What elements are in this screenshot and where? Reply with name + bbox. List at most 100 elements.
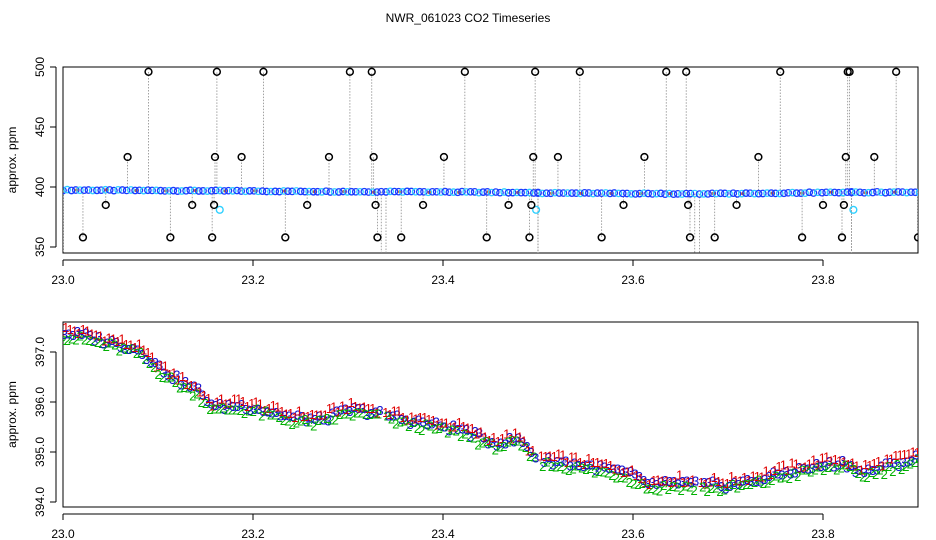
baseline-point xyxy=(597,189,606,198)
series-1-point: 1 xyxy=(278,404,285,419)
series-2-point: 2 xyxy=(487,435,494,450)
series-2-point: 2 xyxy=(837,460,844,475)
y-tick-label: 400 xyxy=(33,177,47,197)
series-2-point: 2 xyxy=(154,367,161,382)
baseline-point xyxy=(449,188,458,196)
series-3-point: 3 xyxy=(476,426,483,441)
series-2-point: 2 xyxy=(807,465,814,480)
baseline-point xyxy=(326,188,335,196)
series-1-point: 1 xyxy=(512,425,519,440)
baseline-point xyxy=(118,186,127,194)
baseline-point xyxy=(644,189,652,198)
baseline-point xyxy=(780,189,788,198)
series-3-point: 3 xyxy=(160,365,167,380)
spike-point xyxy=(597,233,606,242)
baseline-point xyxy=(925,189,931,195)
baseline-point xyxy=(618,189,627,198)
baseline-point xyxy=(139,186,148,195)
y-axis-label: approx. ppm xyxy=(5,127,19,194)
series-3-point: 3 xyxy=(130,341,137,356)
series-3-point: 3 xyxy=(765,469,772,484)
series-2-point: 2 xyxy=(358,405,365,420)
spike-point xyxy=(144,67,153,76)
series-1-point: 1 xyxy=(114,334,121,349)
baseline-point xyxy=(110,186,118,195)
series-3-point: 3 xyxy=(389,409,396,424)
series-3-point: 3 xyxy=(813,456,820,471)
series-2-point: 2 xyxy=(444,425,451,440)
series-3-point: 3 xyxy=(861,465,868,480)
baseline-point xyxy=(763,189,771,198)
baseline-point xyxy=(453,188,462,197)
y-axis-label: approx. ppm xyxy=(5,381,19,448)
baseline-point xyxy=(542,189,551,198)
series-1-point: 1 xyxy=(892,448,899,463)
series-2-point: 2 xyxy=(474,437,481,452)
spike-point xyxy=(373,233,382,242)
series-3-point: 3 xyxy=(770,465,777,480)
series-3-point: 3 xyxy=(739,473,746,488)
series-3-point: 3 xyxy=(169,372,176,387)
series-2-point: 2 xyxy=(652,482,659,497)
series-3-point: 3 xyxy=(679,474,686,489)
series-2-point: 2 xyxy=(185,380,192,395)
series-3-point: 3 xyxy=(869,463,876,478)
series-3-point: 3 xyxy=(554,454,561,469)
series-1-point: 1 xyxy=(205,391,212,406)
series-2-point: 2 xyxy=(911,455,918,470)
series-3-point: 3 xyxy=(255,402,262,417)
series-1-point: 1 xyxy=(412,412,419,427)
series-3-point: 3 xyxy=(610,461,617,476)
series-3-point: 3 xyxy=(398,412,405,427)
baseline-point xyxy=(173,187,182,195)
baseline-point xyxy=(568,189,576,197)
baseline-point xyxy=(504,188,513,197)
series-1-point: 1 xyxy=(425,412,432,427)
series-1-point: 1 xyxy=(594,455,601,470)
series-1-point: 1 xyxy=(101,334,108,349)
series-3-point: 3 xyxy=(221,402,228,417)
series-1-point: 1 xyxy=(503,426,510,441)
series-2-point: 2 xyxy=(427,419,434,434)
baseline-point xyxy=(929,188,935,194)
series-2-point: 2 xyxy=(660,478,667,493)
series-2-point: 2 xyxy=(103,339,110,354)
series-3-point: 3 xyxy=(294,408,301,423)
series-1-point: 1 xyxy=(771,463,778,478)
series-3-point: 3 xyxy=(618,462,625,477)
series-3-point: 3 xyxy=(199,387,206,402)
series-2-point: 2 xyxy=(293,415,300,430)
series-3-point: 3 xyxy=(787,467,794,482)
series-3-point: 3 xyxy=(848,458,855,473)
baseline-point xyxy=(148,186,156,195)
series-3-point: 3 xyxy=(286,408,293,423)
series-2-point: 2 xyxy=(677,483,684,498)
baseline-point xyxy=(487,188,496,197)
baseline-point xyxy=(160,187,169,195)
series-3-point: 3 xyxy=(705,475,712,490)
series-3-point: 3 xyxy=(312,412,319,427)
series-3-point: 3 xyxy=(78,327,85,342)
series-2-point: 2 xyxy=(924,447,931,462)
baseline-point xyxy=(746,189,755,198)
series-3-point: 3 xyxy=(541,455,548,470)
series-3-point: 3 xyxy=(212,398,219,413)
series-1-point: 1 xyxy=(680,475,687,490)
series-2-point: 2 xyxy=(448,423,455,438)
series-2-point: 2 xyxy=(734,481,741,496)
series-1-point: 1 xyxy=(162,358,169,373)
series-2-point: 2 xyxy=(81,333,88,348)
baseline-point xyxy=(775,189,784,198)
series-2-point: 2 xyxy=(98,336,105,351)
series-1-point: 1 xyxy=(373,406,380,421)
series-2-point: 2 xyxy=(703,484,710,499)
series-2-point: 2 xyxy=(232,402,239,417)
baseline-point xyxy=(907,188,915,197)
baseline-point xyxy=(203,187,212,195)
baseline-point xyxy=(84,186,93,194)
series-3-point: 3 xyxy=(433,414,440,429)
baseline-point xyxy=(424,188,433,197)
series-2-point: 2 xyxy=(833,462,840,477)
series-3-point: 3 xyxy=(688,475,695,490)
series-1-point: 1 xyxy=(732,473,739,488)
